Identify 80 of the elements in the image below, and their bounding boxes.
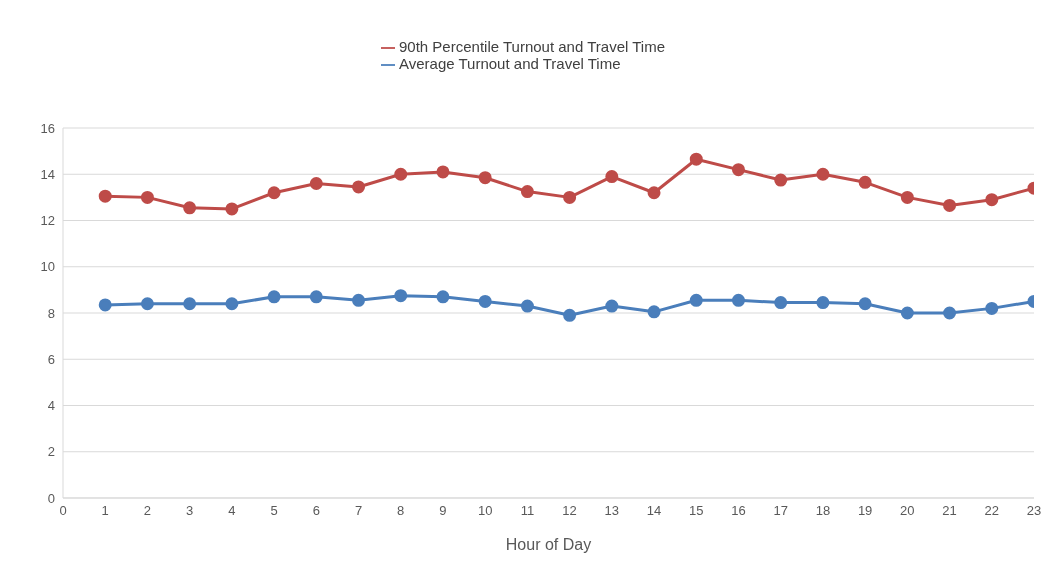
x-tick-label: 3 — [186, 503, 194, 519]
point — [985, 193, 999, 207]
x-tick-label: 22 — [984, 503, 1000, 519]
point — [943, 306, 957, 320]
point — [478, 294, 492, 308]
y-tick-label: 4 — [47, 398, 55, 414]
x-tick-label: 1 — [101, 503, 109, 519]
x-tick-label: 16 — [731, 503, 746, 519]
point — [309, 290, 323, 304]
point — [140, 297, 154, 311]
point — [478, 171, 492, 185]
point — [563, 190, 577, 204]
x-tick-label: 8 — [397, 503, 405, 519]
y-tick-label: 12 — [40, 213, 55, 229]
x-tick-label: 12 — [562, 503, 577, 519]
x-tick-label: 19 — [857, 503, 873, 519]
point — [436, 165, 450, 179]
y-tick-label: 8 — [47, 305, 55, 321]
x-tick-label: 23 — [1026, 503, 1042, 519]
x-tick-label: 21 — [942, 503, 957, 519]
point — [689, 293, 703, 307]
x-tick-label: 4 — [228, 503, 236, 519]
x-tick-label: 11 — [520, 503, 535, 519]
point — [352, 180, 366, 194]
x-tick-label: 10 — [477, 503, 493, 519]
point — [731, 163, 745, 177]
y-tick-label: 10 — [40, 259, 55, 275]
point — [267, 186, 281, 200]
point — [900, 190, 914, 204]
legend-label: 90th Percentile Turnout and Travel Time — [399, 38, 665, 55]
x-tick-label: 6 — [312, 503, 320, 519]
y-tick-label: 2 — [47, 444, 55, 460]
point — [183, 201, 197, 215]
point — [394, 167, 408, 181]
x-tick-label: 2 — [143, 503, 152, 519]
point — [98, 189, 112, 203]
point — [309, 177, 323, 190]
point — [352, 293, 366, 307]
x-tick-label: 18 — [815, 503, 831, 519]
y-tick-label: 0 — [47, 490, 55, 506]
y-tick-label: 14 — [40, 166, 55, 182]
point — [900, 306, 914, 320]
point — [183, 297, 197, 311]
point — [647, 305, 661, 319]
x-tick-label: 20 — [900, 503, 915, 519]
point — [858, 175, 872, 189]
x-tick-label: 5 — [270, 503, 278, 519]
x-tick-label: 17 — [773, 503, 788, 519]
point — [225, 202, 239, 216]
legend-label: Average Turnout and Travel Time — [399, 55, 621, 73]
point — [985, 301, 999, 315]
point — [816, 167, 830, 181]
point — [816, 296, 830, 310]
y-tick-label: 16 — [40, 120, 55, 136]
point — [225, 297, 239, 311]
point — [98, 298, 112, 312]
point — [520, 299, 534, 313]
point — [267, 290, 281, 304]
x-tick-label: 0 — [59, 503, 67, 519]
point — [140, 190, 154, 204]
x-tick-label: 7 — [354, 503, 363, 519]
point — [605, 299, 619, 313]
point — [605, 170, 619, 184]
point — [731, 293, 745, 307]
point — [858, 297, 872, 311]
point — [689, 152, 703, 166]
x-axis-title: Hour of Day — [505, 536, 592, 553]
point — [943, 198, 957, 212]
point — [520, 185, 534, 199]
point — [436, 290, 450, 304]
point — [774, 173, 788, 187]
x-tick-label: 15 — [689, 503, 704, 519]
x-tick-label: 13 — [604, 503, 620, 519]
x-tick-label: 14 — [646, 503, 662, 519]
point — [394, 289, 408, 303]
point — [774, 296, 788, 310]
y-tick-label: 6 — [47, 351, 55, 367]
point — [563, 308, 577, 322]
point — [647, 186, 661, 200]
x-tick-label: 9 — [439, 503, 447, 519]
